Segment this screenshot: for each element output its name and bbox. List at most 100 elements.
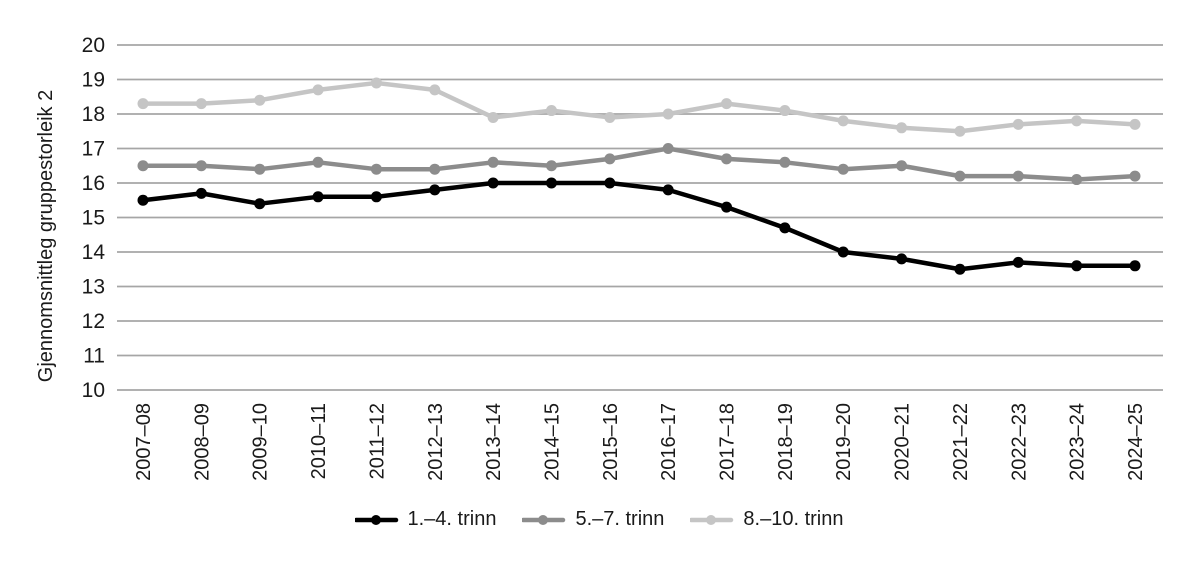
data-point: [837, 246, 849, 258]
data-point: [954, 263, 966, 275]
data-point: [837, 163, 849, 175]
data-point: [137, 194, 149, 206]
data-point: [429, 184, 441, 196]
y-tick-label: 17: [82, 138, 105, 161]
x-tick-label: 2009–10: [250, 403, 272, 481]
series-1-4-trinn: [137, 177, 1141, 275]
data-point: [837, 115, 849, 127]
legend-label: 8.–10. trinn: [743, 508, 844, 530]
series-layer: [137, 77, 1141, 275]
legend-marker-icon: [522, 514, 566, 525]
series-line: [140, 80, 1138, 134]
data-point: [429, 163, 441, 175]
x-tick-label: 2013–14: [483, 403, 505, 481]
data-point: [662, 108, 674, 120]
legend-item-8-10-trinn: 8.–10. trinn: [690, 508, 843, 531]
data-point: [370, 191, 382, 203]
data-point: [1012, 118, 1024, 130]
y-tick-label: 18: [82, 103, 105, 126]
x-tick-label: 2007–08: [133, 403, 155, 481]
data-point: [254, 94, 266, 106]
legend-marker-icon: [354, 514, 398, 525]
data-point: [137, 98, 149, 110]
y-tick-label: 11: [83, 345, 105, 368]
data-point: [662, 143, 674, 154]
legend-item-5-7-trinn: 5.–7. trinn: [522, 508, 664, 531]
data-point: [1012, 256, 1024, 268]
y-tick-label: 19: [82, 69, 105, 92]
data-point: [487, 156, 499, 168]
data-point: [545, 160, 557, 172]
data-point: [779, 105, 791, 117]
data-point: [954, 125, 966, 137]
data-point: [779, 156, 791, 168]
y-axis-tick-labels: 10 11 12 13 14 15 16 17 18 19 20: [82, 34, 106, 402]
y-tick-label: 10: [82, 379, 105, 402]
y-axis-title: Gjennomsnittleg gruppestorleik 2: [35, 90, 57, 382]
x-tick-label: 2018–19: [775, 403, 797, 481]
legend-label: 5.–7. trinn: [575, 508, 665, 530]
data-point: [954, 170, 966, 182]
x-tick-label: 2016–17: [658, 403, 680, 481]
data-point: [487, 111, 499, 123]
data-point: [545, 105, 557, 117]
data-point: [896, 160, 908, 172]
series-line: [140, 146, 1138, 182]
x-tick-label: 2012–13: [425, 403, 447, 481]
data-point: [1071, 115, 1083, 127]
data-point: [370, 163, 382, 175]
data-point: [254, 163, 266, 175]
data-point: [1129, 118, 1141, 130]
data-point: [545, 177, 557, 189]
data-point: [896, 122, 908, 134]
data-point: [604, 153, 616, 165]
data-point: [195, 160, 207, 172]
legend-label: 1.–4. trinn: [407, 508, 497, 530]
x-tick-label: 2019–20: [833, 403, 855, 481]
data-point: [1129, 260, 1141, 272]
y-tick-label: 20: [82, 34, 105, 57]
data-point: [721, 98, 733, 110]
y-tick-label: 16: [82, 172, 105, 195]
x-tick-label: 2008–09: [191, 403, 213, 481]
data-point: [1071, 260, 1083, 272]
series-5-7-trinn: [137, 143, 1141, 186]
data-point: [137, 160, 149, 172]
series-line: [140, 180, 1138, 272]
data-point: [487, 177, 499, 189]
data-point: [370, 77, 382, 89]
y-tick-label: 15: [82, 207, 105, 230]
x-tick-label: 2017–18: [717, 403, 739, 481]
x-tick-label: 2023–24: [1067, 403, 1089, 481]
legend: 1.–4. trinn 5.–7. trinn 8.–10. trinn: [0, 508, 1198, 531]
x-axis-tick-labels: 2007–08 2008–09 2009–10 2010–11 2011–12 2012–…: [133, 403, 1147, 481]
legend-item-1-4-trinn: 1.–4. trinn: [354, 508, 497, 531]
data-point: [312, 191, 324, 203]
data-point: [721, 201, 733, 213]
series-8-10-trinn: [137, 77, 1141, 137]
y-tick-label: 14: [82, 241, 106, 264]
x-tick-label: 2021–22: [950, 403, 972, 481]
data-point: [1012, 170, 1024, 182]
data-point: [195, 187, 207, 199]
data-point: [429, 84, 441, 96]
data-point: [1129, 170, 1141, 182]
x-tick-label: 2014–15: [541, 403, 563, 481]
data-point: [604, 177, 616, 189]
data-point: [604, 111, 616, 123]
data-point: [896, 253, 908, 265]
data-point: [312, 84, 324, 96]
data-point: [779, 222, 791, 234]
legend-marker-icon: [690, 514, 734, 525]
x-tick-label: 2010–11: [308, 403, 330, 479]
x-tick-label: 2024–25: [1125, 403, 1147, 481]
data-point: [721, 153, 733, 165]
y-tick-label: 12: [82, 310, 105, 333]
data-point: [195, 98, 207, 110]
data-point: [1071, 174, 1083, 186]
x-tick-label: 2020–21: [892, 403, 914, 481]
x-tick-label: 2011–12: [366, 403, 388, 479]
y-tick-label: 13: [82, 276, 105, 299]
